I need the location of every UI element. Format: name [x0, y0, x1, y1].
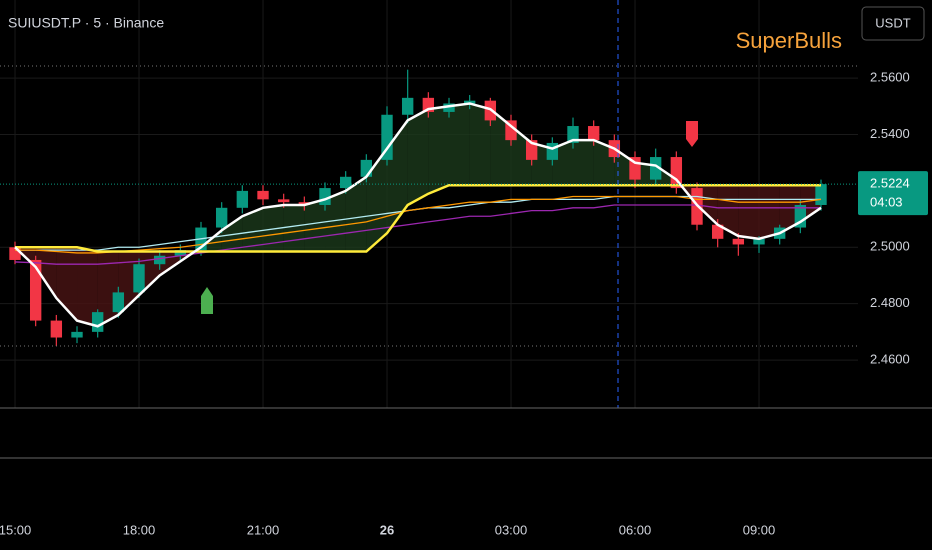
band-fill [242, 207, 264, 252]
candle-body [505, 120, 517, 141]
x-tick-label: 15:00 [0, 522, 31, 537]
candle-body [794, 204, 807, 228]
countdown-label: 04:03 [870, 195, 903, 210]
candle-body [463, 100, 476, 104]
candle-body [587, 126, 600, 141]
candle-body [277, 199, 290, 203]
band-fill [738, 185, 760, 239]
y-tick-label: 2.4600 [870, 352, 910, 367]
candle-body [215, 207, 228, 228]
band-fill [449, 103, 470, 186]
candle-body [525, 140, 538, 160]
overlay-line [14, 102, 822, 328]
y-tick-label: 2.5000 [870, 239, 910, 254]
band-fill [469, 103, 491, 186]
candle-body [732, 238, 745, 245]
sell-signal [686, 121, 698, 147]
band-fill [263, 204, 284, 252]
y-tick-label: 2.5600 [870, 70, 910, 85]
candle-body [50, 320, 63, 338]
x-tick-label: 26 [380, 522, 394, 537]
price-tag [858, 171, 928, 216]
currency-button[interactable] [861, 6, 925, 41]
band-fill [77, 247, 98, 327]
overlay-line [14, 204, 822, 265]
candle-body [339, 176, 352, 189]
band-fill [325, 190, 346, 252]
band-fill [428, 106, 450, 194]
candle-body [629, 157, 641, 180]
candle-body [112, 292, 125, 313]
candle-body [422, 97, 435, 112]
candle-body [257, 190, 269, 200]
x-tick-label: 09:00 [743, 522, 776, 537]
candle-body [443, 103, 455, 112]
candle-body [153, 255, 166, 265]
candle-body [71, 331, 83, 338]
candle-body [649, 157, 662, 180]
candle-body [711, 224, 724, 239]
candle-body [753, 238, 765, 245]
candle-body [29, 259, 42, 321]
candle-body [546, 142, 559, 160]
axis: 2.5600 2.5400 2.5000 2.4800 2.4600 15:00 18:00… [0, 70, 928, 537]
candle-body [381, 114, 393, 160]
candle-body [319, 188, 331, 205]
buy-signal [201, 287, 213, 314]
candle-body [401, 97, 414, 115]
band-fill [407, 109, 429, 205]
candle-body [670, 157, 683, 189]
candle-body [236, 190, 249, 208]
y-tick-label: 2.5400 [870, 126, 910, 141]
currency-label[interactable]: USDT [875, 15, 910, 30]
candle-body [9, 247, 21, 260]
x-tick-label: 21:00 [247, 522, 280, 537]
x-tick-label: 03:00 [495, 522, 528, 537]
y-tick-label: 2.4800 [870, 295, 910, 310]
band-fill [304, 199, 326, 252]
band-fill [717, 185, 739, 237]
band-fill [35, 247, 57, 299]
candle-body [133, 264, 145, 293]
candle-body [567, 126, 579, 143]
overlay-line [15, 195, 822, 254]
candles [9, 69, 827, 346]
band-fill [221, 216, 243, 252]
indicator-name: SuperBulls [736, 28, 842, 53]
band-fill [573, 140, 594, 186]
band-fill [759, 185, 780, 239]
overlay-line [15, 183, 822, 253]
symbol-title: SUIUSDT.P · 5 · Binance [8, 15, 164, 31]
candle-body [91, 312, 104, 332]
overlays [14, 102, 822, 328]
candle-body [360, 159, 373, 177]
candle-body [174, 250, 187, 256]
band-fill [283, 204, 305, 252]
x-tick-label: 06:00 [619, 522, 652, 537]
candle-body [298, 202, 311, 205]
price-tag-label: 2.5224 [870, 176, 910, 191]
candle-body [815, 184, 827, 205]
x-tick-label: 18:00 [123, 522, 156, 537]
